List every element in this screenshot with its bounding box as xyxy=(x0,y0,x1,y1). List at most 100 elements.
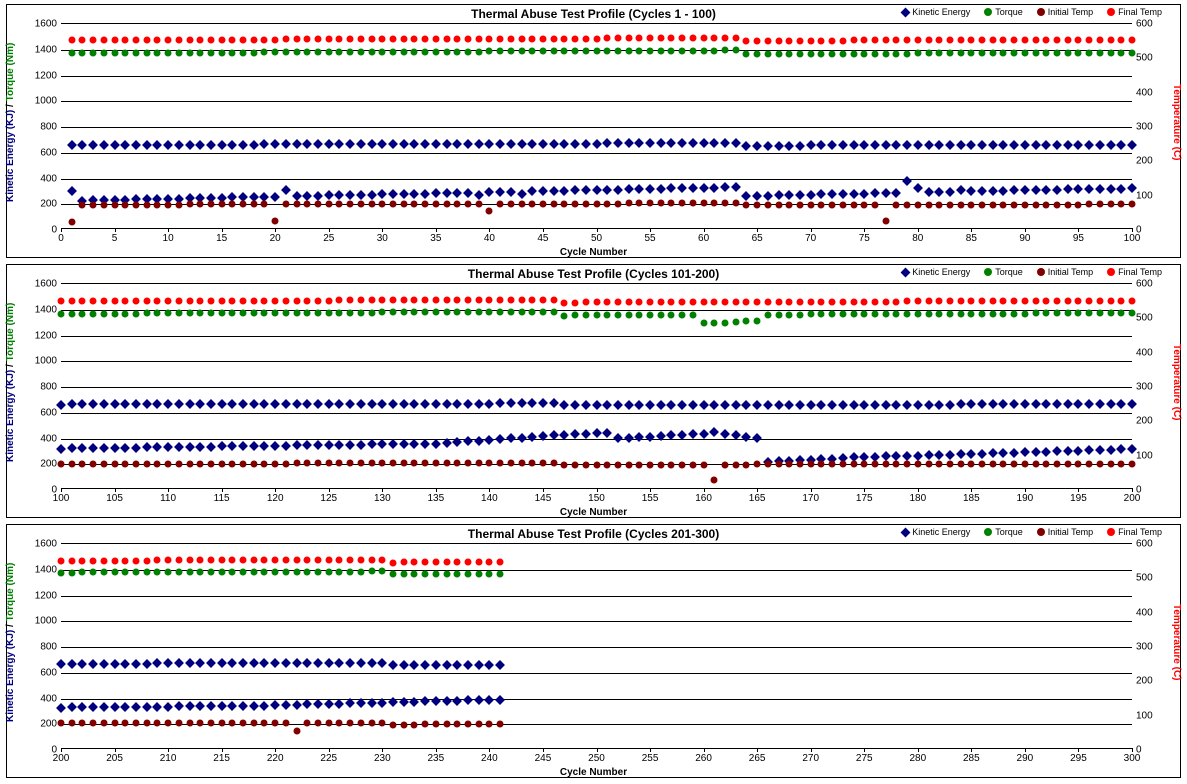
data-point xyxy=(272,401,279,408)
data-point xyxy=(507,200,514,207)
data-point xyxy=(368,556,375,563)
data-point xyxy=(1043,298,1050,305)
data-point xyxy=(807,461,814,468)
data-point xyxy=(464,460,471,467)
data-point xyxy=(1064,141,1071,148)
data-point xyxy=(1129,401,1136,408)
data-point xyxy=(229,443,236,450)
data-point xyxy=(454,35,461,42)
data-point xyxy=(1043,49,1050,56)
data-point xyxy=(411,698,418,705)
data-point xyxy=(368,699,375,706)
x-tick-mark xyxy=(1132,228,1133,232)
data-point xyxy=(796,401,803,408)
data-point xyxy=(968,50,975,57)
data-point xyxy=(175,720,182,727)
data-point xyxy=(1064,460,1071,467)
legend-label: Initial Temp xyxy=(1048,527,1093,537)
data-point xyxy=(893,189,900,196)
data-point xyxy=(390,309,397,316)
data-point xyxy=(197,297,204,304)
data-point xyxy=(689,200,696,207)
data-point xyxy=(250,660,257,667)
data-point xyxy=(282,400,289,407)
data-point xyxy=(122,141,129,148)
data-point xyxy=(1064,49,1071,56)
data-point xyxy=(914,50,921,57)
data-point xyxy=(1054,448,1061,455)
data-point xyxy=(411,48,418,55)
data-point xyxy=(636,434,643,441)
data-point xyxy=(443,190,450,197)
data-point xyxy=(368,568,375,575)
data-point xyxy=(282,719,289,726)
data-point xyxy=(368,400,375,407)
data-point xyxy=(657,35,664,42)
data-point xyxy=(422,400,429,407)
data-point xyxy=(657,185,664,192)
x-tick-mark xyxy=(1078,488,1079,492)
data-point xyxy=(111,460,118,467)
data-point xyxy=(539,433,546,440)
data-point xyxy=(261,557,268,564)
data-point xyxy=(229,310,236,317)
y-axis-left-label: Kinetic Energy (KJ) / Torque (Nm) xyxy=(5,533,17,751)
data-point xyxy=(443,460,450,467)
data-point xyxy=(989,450,996,457)
y-right-tick: 500 xyxy=(1136,573,1162,584)
gridline xyxy=(61,621,1132,622)
data-point xyxy=(175,703,182,710)
x-tick: 170 xyxy=(802,493,819,504)
data-point xyxy=(143,310,150,317)
data-point xyxy=(347,568,354,575)
data-point xyxy=(1096,141,1103,148)
data-point xyxy=(636,312,643,319)
data-point xyxy=(936,298,943,305)
data-point xyxy=(882,453,889,460)
data-point xyxy=(293,400,300,407)
legend-item: Initial Temp xyxy=(1037,7,1093,17)
legend-label: Kinetic Energy xyxy=(912,527,970,537)
x-tick-mark xyxy=(436,228,437,232)
x-tick: 145 xyxy=(535,493,552,504)
data-point xyxy=(829,461,836,468)
data-point xyxy=(165,298,172,305)
data-point xyxy=(732,461,739,468)
y-right-tick: 500 xyxy=(1136,313,1162,324)
data-point xyxy=(882,50,889,57)
data-point xyxy=(218,36,225,43)
data-point xyxy=(647,35,654,42)
data-point xyxy=(679,299,686,306)
data-point xyxy=(711,429,718,436)
x-tick-mark xyxy=(1078,748,1079,752)
y-axis-right-label: Temperature (C) xyxy=(1170,273,1182,491)
data-point xyxy=(818,311,825,318)
data-point xyxy=(293,36,300,43)
data-point xyxy=(614,200,621,207)
data-point xyxy=(764,37,771,44)
x-tick-mark xyxy=(61,488,62,492)
data-point xyxy=(464,438,471,445)
data-point xyxy=(914,452,921,459)
data-point xyxy=(475,48,482,55)
data-point xyxy=(732,184,739,191)
data-point xyxy=(1086,141,1093,148)
data-point xyxy=(1032,460,1039,467)
data-point xyxy=(357,309,364,316)
data-point xyxy=(529,296,536,303)
data-point xyxy=(400,190,407,197)
data-point xyxy=(989,298,996,305)
data-point xyxy=(368,297,375,304)
data-point xyxy=(518,308,525,315)
data-point xyxy=(775,142,782,149)
data-point xyxy=(1043,141,1050,148)
data-point xyxy=(968,401,975,408)
data-point xyxy=(175,201,182,208)
data-point xyxy=(1011,201,1018,208)
y-left-tick: 800 xyxy=(27,382,57,393)
data-point xyxy=(604,140,611,147)
data-point xyxy=(58,401,65,408)
x-tick: 300 xyxy=(1124,753,1141,764)
data-point xyxy=(154,49,161,56)
data-point xyxy=(154,201,161,208)
